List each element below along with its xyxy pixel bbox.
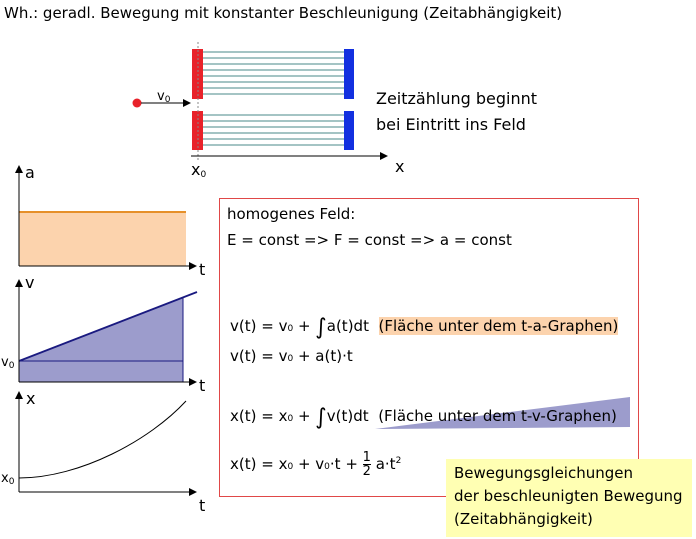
note-line-2: bei Eintritt ins Feld	[376, 115, 526, 134]
box-implication: E = const => F = const => a = const	[227, 231, 512, 249]
v-area	[19, 297, 183, 382]
field-setup: v0 x0 x	[132, 42, 404, 180]
a-area	[19, 212, 186, 266]
eq-v-integral: v(t) = v0 + ∫a(t)dt (Fläche unter dem t-…	[230, 315, 619, 340]
blue-plate-top	[344, 49, 354, 99]
summary-line-1: Bewegungsgleichungen	[454, 464, 633, 482]
eq-v-linear: v(t) = v0 + a(t)·t	[230, 347, 353, 365]
summary-line-2: der beschleunigten Bewegung	[454, 487, 683, 505]
integral-sign: ∫	[315, 315, 327, 340]
graph-v-t: v t v0	[1, 273, 205, 395]
v-t-label: t	[199, 376, 205, 395]
box-heading: homogenes Feld:	[227, 205, 356, 223]
blue-plate-bottom	[344, 111, 354, 150]
x0-graph-label: x0	[1, 471, 15, 487]
x-curve	[18, 400, 187, 479]
x0-label: x0	[191, 160, 206, 180]
note-line-1: Zeitzählung beginnt	[376, 89, 537, 108]
x-axis-label: x	[395, 157, 404, 176]
velocity-label: v0	[157, 89, 171, 105]
area-note-tv: (Fläche unter dem t-v-Graphen)	[378, 407, 617, 425]
field-lines	[203, 51, 344, 146]
graph-x-t: x t x0	[1, 389, 205, 515]
equations-box: homogenes Feld: E = const => F = const =…	[219, 198, 639, 497]
summary-box: Bewegungsgleichungen der beschleunigten …	[446, 459, 692, 537]
v-axis-label: v	[25, 273, 34, 292]
a-axis-label: a	[25, 163, 35, 182]
integral-sign-2: ∫	[315, 405, 327, 430]
page-title: Wh.: geradl. Bewegung mit konstanter Bes…	[4, 4, 563, 22]
graph-a-t: a t	[15, 163, 205, 279]
v-line	[18, 291, 198, 362]
v0-label: v0	[1, 355, 15, 371]
particle	[132, 98, 142, 108]
x-axis-label-graph: x	[26, 389, 35, 408]
time-start-note: Zeitzählung beginnt bei Eintritt ins Fel…	[376, 86, 537, 138]
a-t-label: t	[199, 260, 205, 279]
tv-highlight	[375, 397, 630, 429]
x-t-label: t	[199, 496, 205, 515]
summary-line-3: (Zeitabhängigkeit)	[454, 510, 593, 528]
eq-x-integral: x(t) = x0 + ∫v(t)dt (Fläche unter dem t-…	[230, 405, 617, 430]
area-note-ta: (Fläche unter dem t-a-Graphen)	[378, 317, 619, 335]
